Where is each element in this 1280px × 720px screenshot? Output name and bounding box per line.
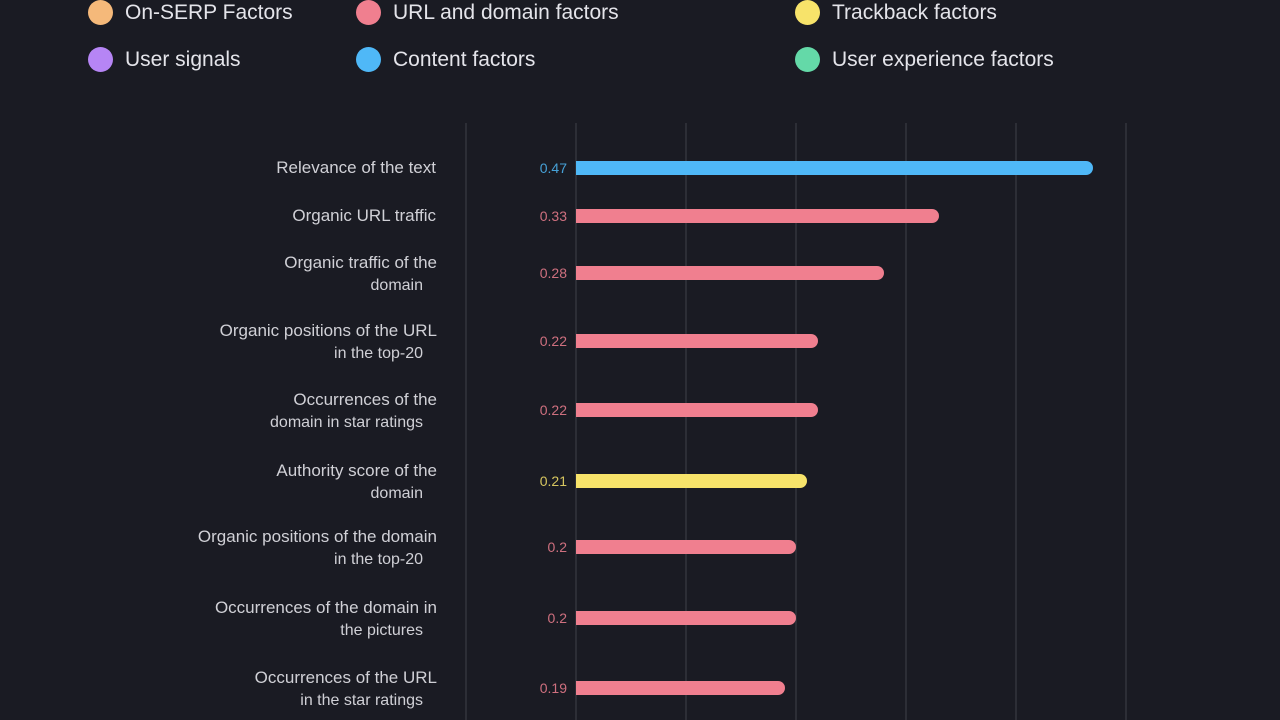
category-label: Organic traffic of the	[284, 253, 437, 272]
legend-item-user-experience: User experience factors	[795, 47, 1054, 72]
value-label: 0.28	[540, 265, 567, 281]
bar	[576, 611, 796, 625]
bar	[576, 403, 818, 417]
legend-label: Content factors	[393, 47, 536, 71]
category-label: Organic URL traffic	[292, 206, 436, 225]
category-label-line2: domain	[371, 277, 423, 294]
category-label: Occurrences of the domain in	[215, 598, 437, 617]
value-label: 0.21	[540, 473, 567, 489]
bar	[576, 540, 796, 554]
bar	[576, 209, 939, 223]
legend-dot-icon	[356, 0, 381, 25]
value-label: 0.2	[548, 610, 568, 626]
legend-dot-icon	[795, 47, 820, 72]
value-label: 0.19	[540, 680, 567, 696]
category-label-line2: the pictures	[340, 622, 423, 639]
bar	[576, 681, 785, 695]
legend-label: User signals	[125, 47, 241, 71]
value-label: 0.22	[540, 333, 567, 349]
chart-legend: On-SERP Factors URL and domain factors T…	[0, 0, 1280, 90]
legend-item-trackback: Trackback factors	[795, 0, 997, 25]
bar	[576, 161, 1093, 175]
legend-dot-icon	[88, 0, 113, 25]
category-label-line2: in the top-20	[334, 551, 423, 568]
category-label: Occurrences of the URL	[255, 668, 437, 687]
category-label-line2: in the star ratings	[300, 692, 423, 709]
category-label-line2: domain	[371, 485, 423, 502]
legend-item-user-signals: User signals	[88, 47, 241, 72]
category-label-line2: domain in star ratings	[270, 414, 423, 431]
legend-dot-icon	[356, 47, 381, 72]
category-label: Organic positions of the URL	[220, 321, 437, 340]
category-label: Occurrences of the	[293, 390, 437, 409]
category-label: Relevance of the text	[276, 158, 436, 177]
legend-item-url-domain: URL and domain factors	[356, 0, 619, 25]
legend-dot-icon	[795, 0, 820, 25]
legend-label: On-SERP Factors	[125, 0, 293, 24]
category-label-line2: in the top-20	[334, 345, 423, 362]
legend-label: URL and domain factors	[393, 0, 619, 24]
value-label: 0.33	[540, 208, 567, 224]
value-label: 0.2	[548, 539, 568, 555]
bar	[576, 334, 818, 348]
value-label: 0.47	[540, 160, 567, 176]
bar	[576, 474, 807, 488]
legend-item-on-serp: On-SERP Factors	[88, 0, 293, 25]
legend-dot-icon	[88, 47, 113, 72]
value-label: 0.22	[540, 402, 567, 418]
category-label: Organic positions of the domain	[198, 527, 437, 546]
category-label: Authority score of the	[276, 461, 437, 480]
legend-label: User experience factors	[832, 47, 1054, 71]
legend-item-content: Content factors	[356, 47, 535, 72]
bar	[576, 266, 884, 280]
legend-label: Trackback factors	[832, 0, 997, 24]
